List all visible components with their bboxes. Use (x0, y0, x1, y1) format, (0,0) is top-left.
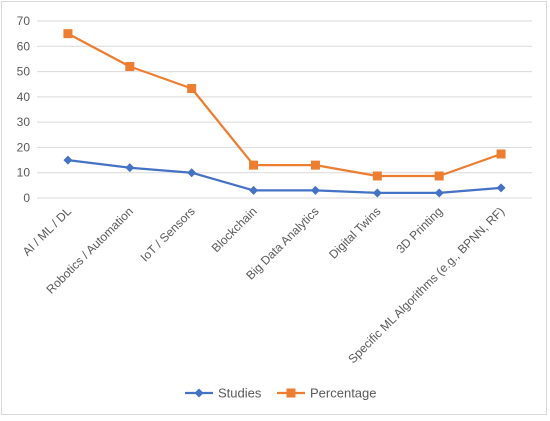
x-tick-label: Digital Twins (326, 204, 383, 261)
series-line-studies (67, 158, 502, 195)
data-point-studies (63, 155, 73, 165)
x-tick-label: IoT / Sensors (138, 204, 198, 264)
series-line-percentage (67, 32, 502, 178)
x-tick-label: 3D Printing (393, 204, 445, 256)
y-tick-label: 30 (17, 115, 31, 129)
data-point-percentage (310, 160, 320, 170)
legend-marker-percentage (286, 388, 296, 398)
chart-frame: 0 10 20 30 40 50 60 70 AI / ML / DL Robotics / Au… (1, 1, 547, 415)
data-point-percentage (372, 171, 382, 181)
y-tick-label: 40 (17, 90, 31, 104)
x-tick-label: AI / ML / DL (20, 204, 75, 259)
legend-label: Studies (218, 386, 262, 401)
data-point-studies (249, 185, 259, 195)
data-point-studies (434, 188, 444, 198)
data-point-studies (310, 185, 320, 195)
y-tick-label: 10 (17, 166, 31, 180)
y-tick-label: 70 (17, 14, 31, 28)
legend-marker-studies (194, 388, 204, 398)
data-point-studies (372, 188, 382, 198)
data-point-studies (496, 183, 506, 193)
data-point-percentage (434, 171, 444, 181)
data-point-studies (125, 163, 135, 173)
x-tick-label: Blockchain (209, 204, 260, 255)
y-tick-label: 60 (17, 39, 31, 53)
y-tick-label: 20 (17, 140, 31, 154)
y-tick-label: 50 (17, 65, 31, 79)
legend-label: Percentage (310, 386, 377, 401)
data-point-studies (187, 168, 197, 178)
data-point-percentage (187, 84, 197, 94)
y-tick-label: 0 (23, 191, 30, 205)
data-point-percentage (125, 62, 135, 72)
data-point-percentage (249, 160, 259, 170)
data-point-percentage (63, 29, 73, 39)
data-point-percentage (496, 149, 506, 159)
